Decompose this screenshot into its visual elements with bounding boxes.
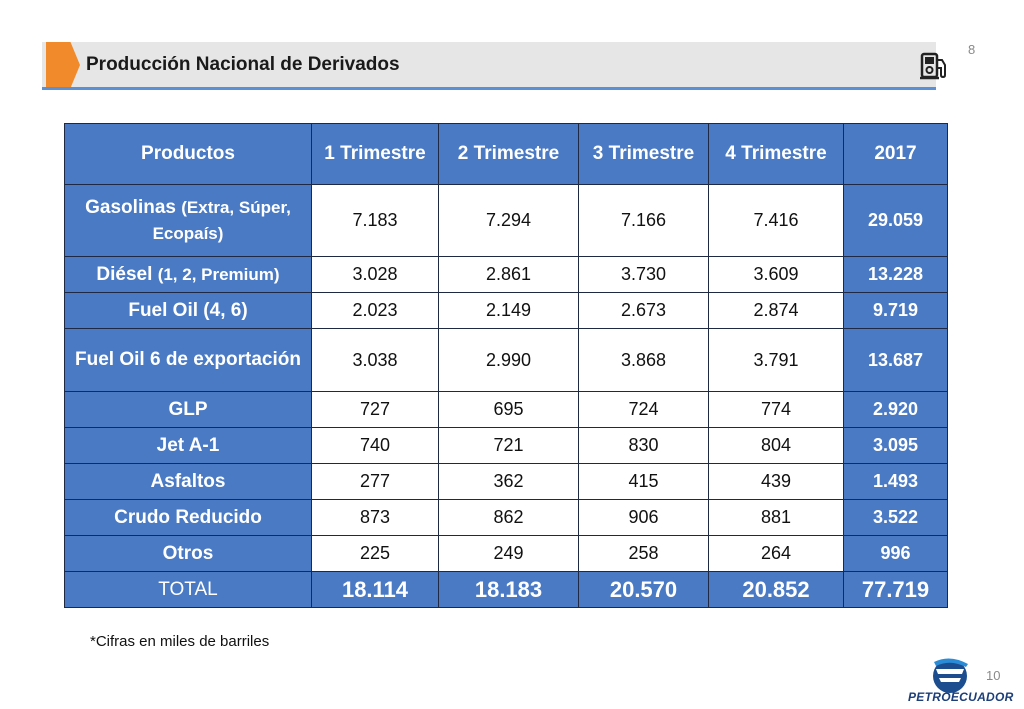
- table-row: Jet A-1 740 721 830 804 3.095: [64, 427, 948, 464]
- q4-value: 881: [708, 499, 844, 536]
- q4-value: 2.874: [708, 292, 844, 329]
- q2-value: 362: [438, 463, 579, 500]
- q3-value: 3.868: [578, 328, 709, 392]
- slide-header-bar: Producción Nacional de Derivados: [42, 42, 946, 90]
- year-total-value: 29.059: [843, 184, 948, 257]
- year-total-value: 9.719: [843, 292, 948, 329]
- column-header-productos: Productos: [64, 123, 312, 185]
- column-header-q2: 2 Trimestre: [438, 123, 579, 185]
- q1-value: 277: [311, 463, 439, 500]
- petroecuador-logo-icon: [933, 658, 968, 693]
- year-total-value: 3.522: [843, 499, 948, 536]
- year-total-value: 2.920: [843, 391, 948, 428]
- orange-chevron-accent: [46, 42, 80, 88]
- product-detail: (1, 2, Premium): [157, 264, 280, 284]
- q3-value: 415: [578, 463, 709, 500]
- table-header-row: Productos 1 Trimestre 2 Trimestre 3 Trim…: [64, 123, 948, 185]
- product-label: Crudo Reducido: [64, 499, 312, 536]
- q1-value: 225: [311, 535, 439, 572]
- q4-value: 3.791: [708, 328, 844, 392]
- year-total-value: 13.228: [843, 256, 948, 293]
- year-total-value: 996: [843, 535, 948, 572]
- page-number-top: 8: [968, 42, 976, 57]
- footnote: *Cifras en miles de barriles: [90, 633, 270, 650]
- q2-total: 18.183: [438, 571, 579, 608]
- product-name: Gasolinas: [85, 196, 176, 218]
- product-label: Jet A-1: [64, 427, 312, 464]
- q1-total: 18.114: [311, 571, 439, 608]
- q4-value: 439: [708, 463, 844, 500]
- table-row: Diésel (1, 2, Premium) 3.028 2.861 3.730…: [64, 256, 948, 293]
- q2-value: 249: [438, 535, 579, 572]
- q1-value: 727: [311, 391, 439, 428]
- product-label: GLP: [64, 391, 312, 428]
- grand-total: 77.719: [843, 571, 948, 608]
- q3-value: 7.166: [578, 184, 709, 257]
- q4-total: 20.852: [708, 571, 844, 608]
- product-label: Fuel Oil 6 de exportación: [64, 328, 312, 392]
- column-header-q4: 4 Trimestre: [708, 123, 844, 185]
- q1-value: 873: [311, 499, 439, 536]
- q4-value: 7.416: [708, 184, 844, 257]
- product-label: Gasolinas (Extra, Súper, Ecopaís): [64, 184, 312, 257]
- q2-value: 2.149: [438, 292, 579, 329]
- q3-value: 724: [578, 391, 709, 428]
- q2-value: 7.294: [438, 184, 579, 257]
- q3-value: 2.673: [578, 292, 709, 329]
- product-label: Otros: [64, 535, 312, 572]
- q1-value: 740: [311, 427, 439, 464]
- q2-value: 721: [438, 427, 579, 464]
- header-underline: [42, 87, 936, 90]
- q2-value: 862: [438, 499, 579, 536]
- q3-total: 20.570: [578, 571, 709, 608]
- q3-value: 258: [578, 535, 709, 572]
- product-label: Diésel (1, 2, Premium): [64, 256, 312, 293]
- q3-value: 906: [578, 499, 709, 536]
- product-detail: (Extra, Súper, Ecopaís): [152, 197, 291, 243]
- logo-text: PETROECUADOR: [908, 690, 1014, 704]
- table-row: Otros 225 249 258 264 996: [64, 535, 948, 572]
- product-label: Fuel Oil (4, 6): [64, 292, 312, 329]
- total-label: TOTAL: [64, 571, 312, 608]
- q4-value: 774: [708, 391, 844, 428]
- q3-value: 3.730: [578, 256, 709, 293]
- q1-value: 3.038: [311, 328, 439, 392]
- table-row: Fuel Oil 6 de exportación 3.038 2.990 3.…: [64, 328, 948, 392]
- q1-value: 2.023: [311, 292, 439, 329]
- q1-value: 3.028: [311, 256, 439, 293]
- q4-value: 804: [708, 427, 844, 464]
- q4-value: 264: [708, 535, 844, 572]
- fuel-pump-icon: [920, 52, 946, 80]
- q3-value: 830: [578, 427, 709, 464]
- page-number-bottom: 10: [986, 668, 1001, 683]
- production-table: Productos 1 Trimestre 2 Trimestre 3 Trim…: [64, 123, 948, 608]
- q4-value: 3.609: [708, 256, 844, 293]
- slide-title: Producción Nacional de Derivados: [86, 54, 400, 75]
- table-row: Gasolinas (Extra, Súper, Ecopaís) 7.183 …: [64, 184, 948, 257]
- year-total-value: 13.687: [843, 328, 948, 392]
- column-header-q1: 1 Trimestre: [311, 123, 439, 185]
- product-label: Asfaltos: [64, 463, 312, 500]
- table-row: Asfaltos 277 362 415 439 1.493: [64, 463, 948, 500]
- table-row: Crudo Reducido 873 862 906 881 3.522: [64, 499, 948, 536]
- product-name: Diésel: [96, 263, 153, 285]
- q2-value: 2.861: [438, 256, 579, 293]
- year-total-value: 1.493: [843, 463, 948, 500]
- q1-value: 7.183: [311, 184, 439, 257]
- q2-value: 2.990: [438, 328, 579, 392]
- column-header-q3: 3 Trimestre: [578, 123, 709, 185]
- total-row: TOTAL 18.114 18.183 20.570 20.852 77.719: [64, 571, 948, 608]
- column-header-2017: 2017: [843, 123, 948, 185]
- q2-value: 695: [438, 391, 579, 428]
- table-row: Fuel Oil (4, 6) 2.023 2.149 2.673 2.874 …: [64, 292, 948, 329]
- table-row: GLP 727 695 724 774 2.920: [64, 391, 948, 428]
- year-total-value: 3.095: [843, 427, 948, 464]
